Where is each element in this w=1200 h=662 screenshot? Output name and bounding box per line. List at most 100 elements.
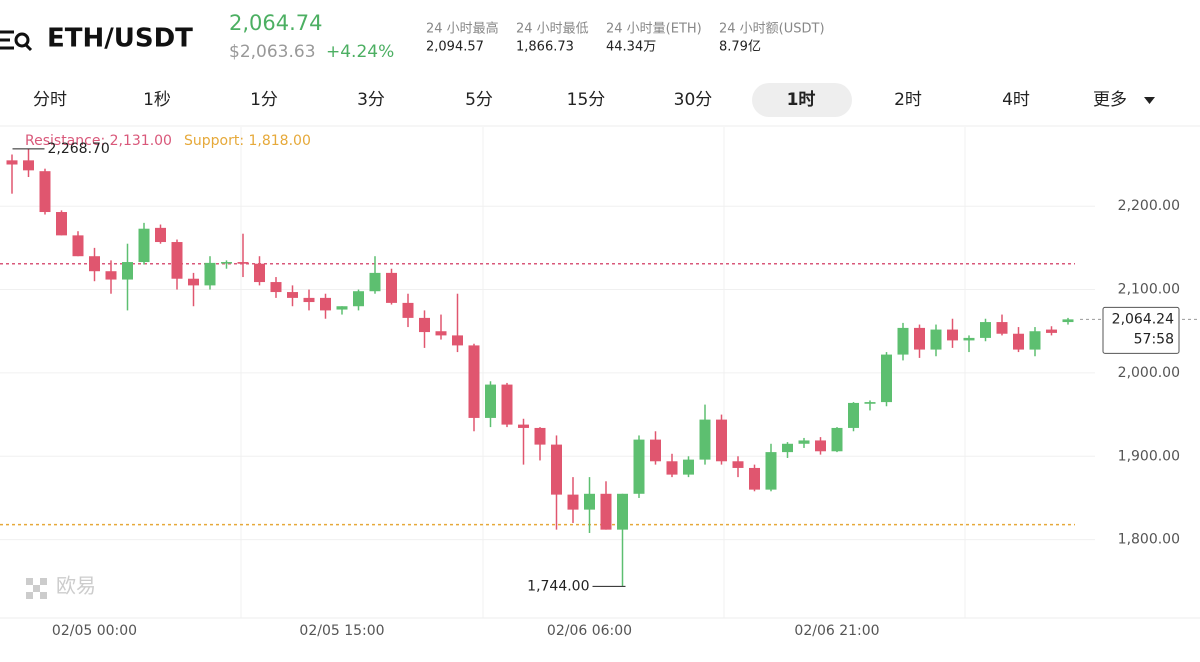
change: +4.24% bbox=[326, 42, 394, 62]
candle-body bbox=[534, 427, 546, 445]
candle-body bbox=[732, 461, 744, 468]
tab[interactable]: 1分 bbox=[250, 90, 278, 110]
candle-body bbox=[633, 439, 645, 494]
candle-body bbox=[699, 419, 711, 460]
stat-label: 24 小时最高 bbox=[426, 21, 499, 37]
candle-body bbox=[848, 402, 859, 428]
candle-body bbox=[270, 282, 282, 293]
candle-body bbox=[122, 262, 133, 280]
candle-body bbox=[501, 384, 513, 425]
tab[interactable]: 3分 bbox=[357, 90, 385, 110]
candle-body bbox=[237, 262, 249, 264]
x-tick-label: 02/05 15:00 bbox=[299, 623, 384, 639]
candle-body bbox=[221, 262, 232, 264]
candle-body bbox=[798, 440, 810, 444]
y-tick-label: 1,800.00 bbox=[1118, 532, 1180, 548]
candle-body bbox=[105, 271, 117, 280]
candle-body bbox=[782, 443, 793, 453]
y-tick-label: 2,000.00 bbox=[1118, 365, 1180, 381]
menu-icon[interactable] bbox=[0, 30, 33, 52]
dropdown-arrow bbox=[1144, 97, 1155, 104]
candle-body bbox=[287, 292, 298, 298]
candle-body bbox=[336, 306, 348, 310]
stat-label: 24 小时额(USDT) bbox=[719, 22, 825, 37]
candle-body bbox=[402, 302, 414, 318]
candle-body bbox=[39, 171, 51, 213]
candle-body bbox=[947, 329, 958, 341]
stat-value: 44.34万 bbox=[606, 40, 656, 55]
stat-label: 24 小时量(ETH) bbox=[606, 22, 702, 37]
candle-body bbox=[617, 493, 628, 530]
watermark: 欧易 bbox=[56, 574, 96, 598]
price: 2,064.74 bbox=[229, 11, 323, 35]
tab[interactable]: 更多 bbox=[1093, 90, 1127, 110]
candle-body bbox=[683, 459, 694, 475]
candle-body bbox=[89, 256, 100, 272]
candle-body bbox=[1013, 333, 1024, 350]
countdown: 57:58 bbox=[1134, 331, 1174, 347]
candle-body bbox=[6, 160, 18, 165]
candle-body bbox=[930, 329, 942, 350]
candle-body bbox=[23, 160, 34, 171]
x-tick-label: 02/05 00:00 bbox=[52, 623, 137, 639]
candle-body bbox=[452, 335, 463, 346]
tab[interactable]: 30分 bbox=[674, 90, 713, 110]
tab[interactable]: 5分 bbox=[465, 90, 493, 110]
tab[interactable]: 2时 bbox=[894, 90, 922, 110]
candle-body bbox=[600, 493, 612, 530]
y-tick-label: 1,900.00 bbox=[1118, 448, 1180, 464]
active-tab-bg bbox=[752, 83, 852, 117]
candle-body bbox=[72, 235, 84, 257]
tab[interactable]: 4时 bbox=[1002, 90, 1030, 110]
x-tick-label: 02/06 21:00 bbox=[794, 623, 879, 639]
candle-body bbox=[815, 440, 826, 452]
resistance-label: Resistance: 2,131.00 bbox=[25, 133, 172, 149]
watermark-logo bbox=[26, 578, 47, 599]
tab[interactable]: 15分 bbox=[567, 90, 606, 110]
candle-body bbox=[320, 297, 331, 311]
candle-body bbox=[897, 327, 909, 355]
candle-body bbox=[386, 272, 397, 303]
candle-body bbox=[996, 322, 1008, 334]
candle-body bbox=[881, 354, 892, 403]
candle-body bbox=[1062, 319, 1074, 323]
candle-body bbox=[518, 424, 529, 428]
candle-body bbox=[138, 228, 150, 263]
candle-body bbox=[584, 493, 595, 510]
y-tick-label: 2,200.00 bbox=[1118, 198, 1180, 214]
x-tick-label: 02/06 06:00 bbox=[547, 623, 632, 639]
tab[interactable]: 分时 bbox=[33, 90, 67, 110]
pair[interactable]: ETH/USDT bbox=[47, 24, 193, 54]
candle-body bbox=[864, 402, 876, 404]
stat-value: 2,094.57 bbox=[426, 40, 484, 55]
annotation: 1,744.00 bbox=[527, 578, 589, 594]
fiat-price: $2,063.63 bbox=[229, 42, 316, 62]
candle-body bbox=[369, 272, 381, 292]
support-label: Support: 1,818.00 bbox=[184, 133, 311, 149]
candle-body bbox=[963, 337, 975, 341]
stat-label: 24 小时最低 bbox=[516, 22, 589, 37]
candle-body bbox=[765, 452, 777, 490]
candle-body bbox=[188, 278, 199, 286]
last-price: 2,064.24 bbox=[1112, 311, 1174, 327]
candle-body bbox=[749, 467, 760, 490]
candle-body bbox=[303, 297, 315, 303]
candle-body bbox=[254, 263, 265, 283]
candle-body bbox=[419, 317, 430, 333]
stat-value: 1,866.73 bbox=[516, 40, 574, 55]
last-price-box bbox=[1102, 306, 1180, 354]
candle-body bbox=[155, 227, 166, 243]
candle-body bbox=[468, 345, 480, 418]
candle-body bbox=[1046, 329, 1057, 333]
candle-body bbox=[716, 419, 727, 462]
tab[interactable]: 1时 bbox=[787, 90, 816, 110]
candle-body bbox=[650, 439, 661, 462]
candle-body bbox=[1029, 331, 1041, 350]
candle-body bbox=[831, 427, 843, 452]
stat-value: 8.79亿 bbox=[719, 40, 761, 55]
annotation: 2,268.70 bbox=[48, 141, 110, 157]
candle-body bbox=[914, 327, 925, 350]
candle-body bbox=[980, 322, 991, 338]
tab[interactable]: 1秒 bbox=[143, 90, 171, 110]
